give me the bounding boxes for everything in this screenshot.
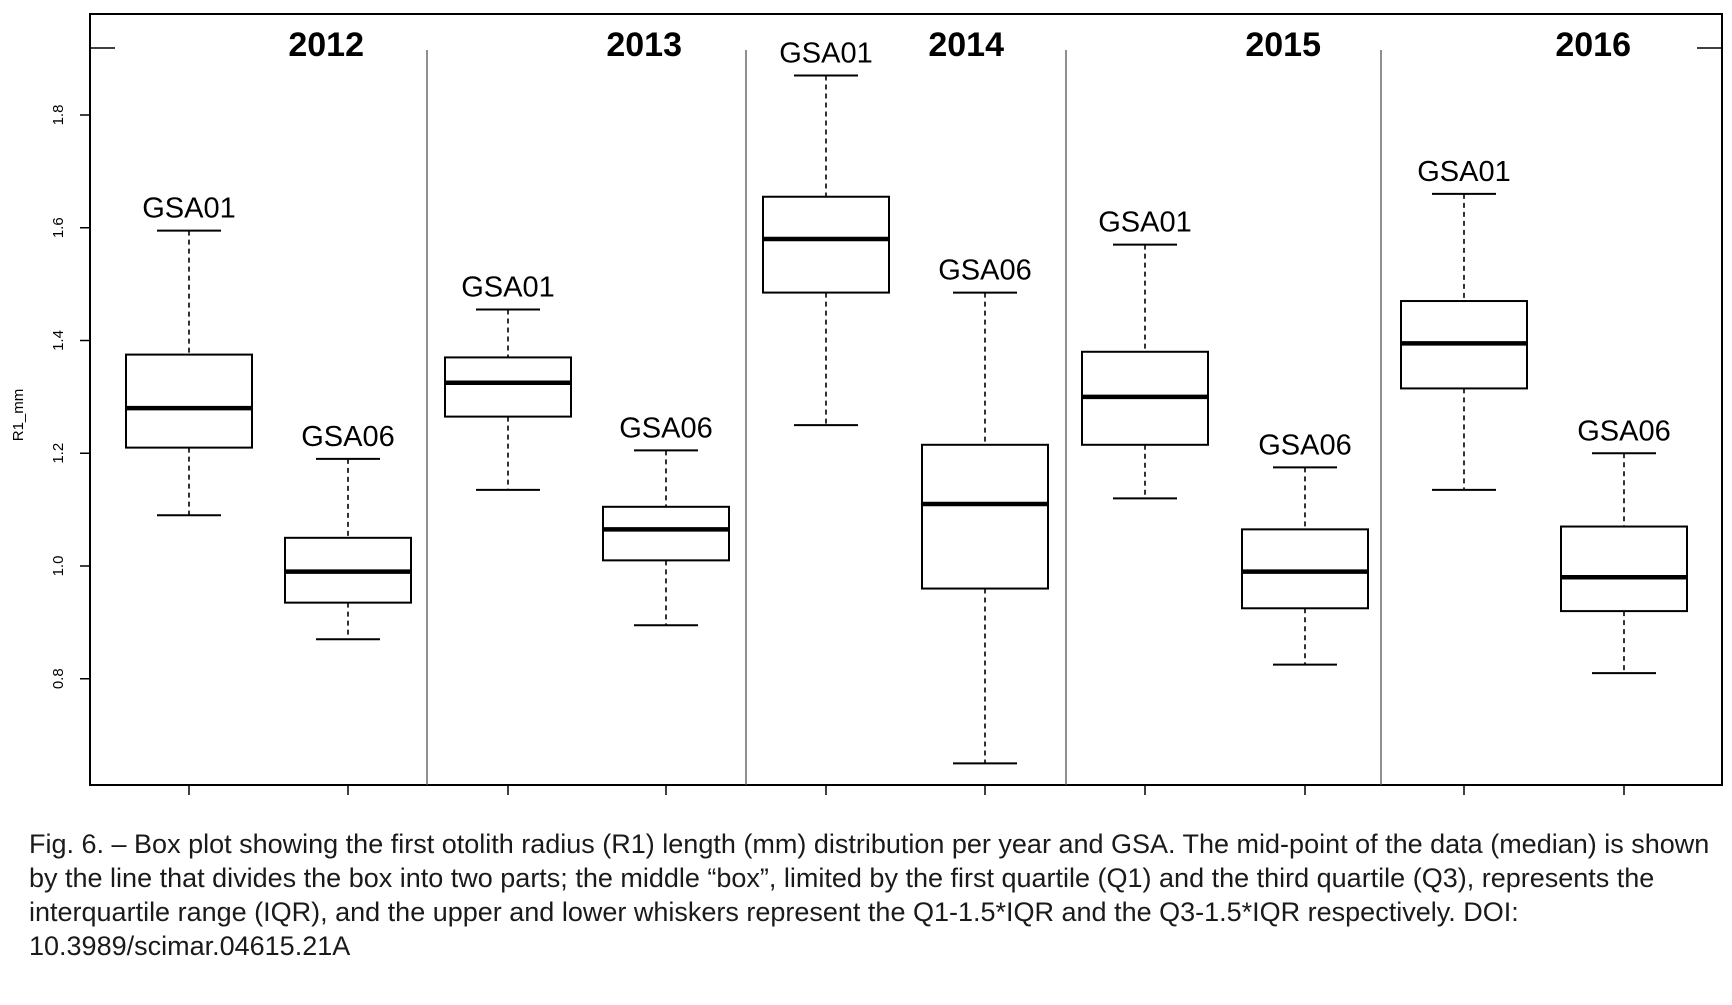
group-label-2012-gsa01: GSA01 [142,193,236,225]
y-tick-label: 1.2 [50,443,67,464]
box-plot-chart: 2012 2013 2014 2015 2016 GSA01 GSA06 GSA01 GSA06… [10,13,1723,795]
group-label-2014-gsa01: GSA01 [779,38,873,70]
y-axis-title: R1_mm [10,389,27,442]
year-label-2016: 2016 [1555,26,1631,64]
box-2013-gsa01 [444,308,572,491]
group-label-2015-gsa06: GSA06 [1258,429,1352,461]
iqr-box [125,353,253,449]
year-label-2013: 2013 [606,26,682,64]
box-2016-gsa01 [1400,192,1528,491]
plot-frame [89,13,1723,786]
box-2013-gsa06 [602,449,730,627]
box-2012-gsa06 [284,457,412,641]
year-label-2015: 2015 [1245,26,1321,64]
group-label-2013-gsa01: GSA01 [461,271,555,303]
y-tick-label: 1.6 [50,217,67,238]
group-label-2015-gsa01: GSA01 [1098,207,1192,239]
y-tick-label: 1.4 [50,330,67,351]
group-label-2012-gsa06: GSA06 [301,421,395,453]
iqr-box [762,195,890,294]
y-tick-label: 1.0 [50,556,67,577]
box-2014-gsa01 [762,74,890,427]
group-label-2016-gsa01: GSA01 [1417,156,1511,188]
y-tick-label: 0.8 [50,668,67,689]
year-label-2012: 2012 [288,26,364,64]
box-2015-gsa06 [1241,466,1369,666]
box-2012-gsa01 [125,229,253,517]
iqr-box [444,356,572,418]
iqr-box [602,505,730,562]
box-2016-gsa06 [1560,452,1688,675]
iqr-box [921,443,1049,590]
box-2015-gsa01 [1081,243,1209,500]
group-label-2014-gsa06: GSA06 [938,255,1032,287]
group-label-2016-gsa06: GSA06 [1577,415,1671,447]
box-2014-gsa06 [921,291,1049,765]
iqr-box [1241,528,1369,610]
figure-caption: Fig. 6. – Box plot showing the first oto… [29,829,1710,961]
year-label-2014: 2014 [928,26,1004,64]
iqr-box [1560,525,1688,613]
y-tick-label: 1.8 [50,105,67,126]
group-label-2013-gsa06: GSA06 [619,412,713,444]
